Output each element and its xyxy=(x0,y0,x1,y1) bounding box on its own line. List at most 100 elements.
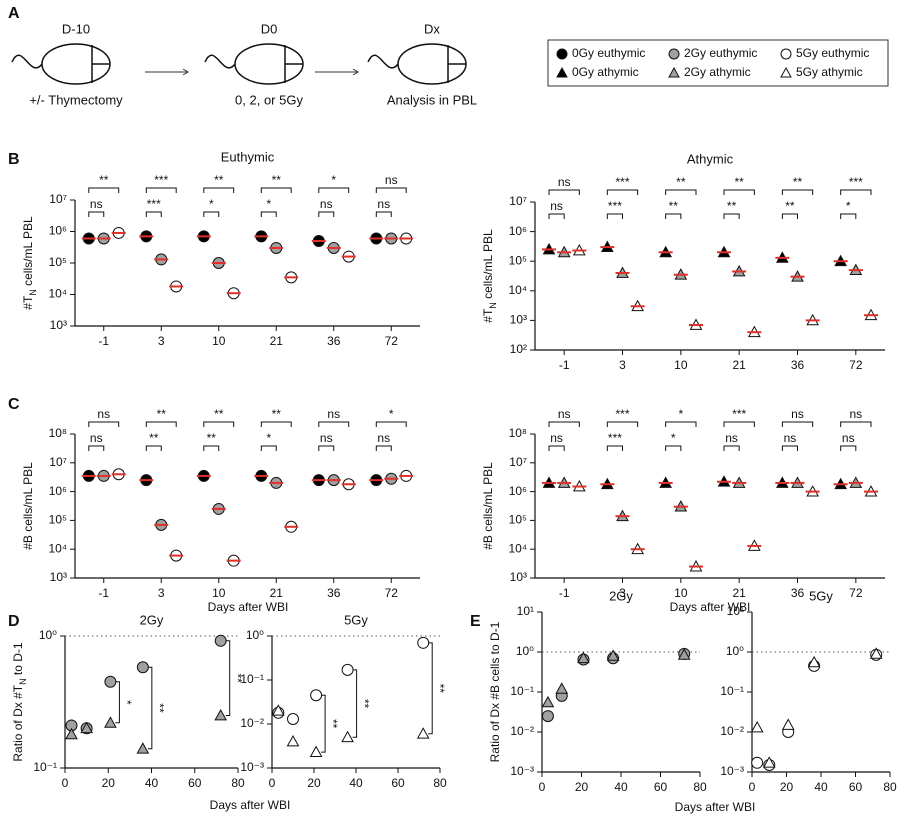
mouse xyxy=(367,43,467,85)
significance-label: * xyxy=(331,173,336,187)
x-tick-label: 36 xyxy=(791,586,805,600)
significance-label: ns xyxy=(320,197,333,211)
panel-label: D xyxy=(8,613,20,630)
x-tick-label: 20 xyxy=(780,780,794,794)
y-tick-label: 10⁻² xyxy=(510,724,534,738)
x-tick-label: 0 xyxy=(539,780,546,794)
x-tick-label: 80 xyxy=(433,776,447,790)
legend-label: 2Gy athymic xyxy=(684,65,751,79)
significance-label: * xyxy=(846,199,851,213)
significance-bracket xyxy=(548,189,580,195)
y-axis-label: #B cells/mL PBL xyxy=(21,462,35,550)
significance-bracket xyxy=(840,445,857,451)
significance-label: ** xyxy=(214,407,224,421)
panel-label: A xyxy=(8,5,20,22)
marker xyxy=(214,634,227,647)
significance-label: ns xyxy=(784,431,797,445)
panel-label: C xyxy=(8,396,20,413)
significance-bracket xyxy=(225,640,231,716)
significance-bracket xyxy=(781,445,798,451)
significance-bracket xyxy=(318,187,350,193)
significance-bracket xyxy=(665,189,697,195)
x-tick-label: 21 xyxy=(732,358,746,372)
significance-label: ** xyxy=(272,173,282,187)
significance-bracket xyxy=(606,213,623,219)
x-axis-label: Days after WBI xyxy=(675,800,756,814)
mouse xyxy=(204,43,304,85)
y-tick-label: 10⁴ xyxy=(508,283,527,297)
y-axis-label-part: Ratio of Dx #T xyxy=(11,684,25,761)
arrow xyxy=(145,68,359,76)
x-tick-label: 36 xyxy=(327,334,341,348)
significance-label: ** xyxy=(214,173,224,187)
significance-label: ns xyxy=(90,431,103,445)
legend-marker xyxy=(668,48,680,60)
significance-bracket xyxy=(260,187,292,193)
marker xyxy=(104,716,117,728)
significance-label: ns xyxy=(558,175,571,189)
x-tick-label: 36 xyxy=(791,358,805,372)
marker xyxy=(341,730,354,743)
significance-bracket xyxy=(115,681,120,724)
significance-bracket xyxy=(840,213,857,219)
x-tick-label: 20 xyxy=(102,776,116,790)
x-axis-label: Days after WBI xyxy=(670,600,751,614)
y-tick-label: 10⁻² xyxy=(240,716,264,730)
x-tick-label: -1 xyxy=(98,334,109,348)
significance-label: ** xyxy=(669,199,679,213)
axis xyxy=(534,202,885,351)
significance-bracket xyxy=(318,211,335,217)
significance-bracket xyxy=(781,189,814,195)
significance-label: ** xyxy=(433,684,447,694)
significance-bracket xyxy=(88,211,105,217)
y-tick-label: 10⁰ xyxy=(726,644,744,658)
legend-marker xyxy=(556,48,568,60)
significance-label: ns xyxy=(725,431,738,445)
significance-label: ns xyxy=(550,199,563,213)
axis xyxy=(74,434,420,579)
significance-label: ns xyxy=(320,431,333,445)
x-tick-label: 10 xyxy=(674,358,688,372)
significance-label: * xyxy=(389,407,394,421)
significance-label: *** xyxy=(154,173,168,187)
diagram: D-10 +/- Thymectomy D0 0, 2, or 5Gy Dx A… xyxy=(11,21,477,107)
significance-bracket xyxy=(318,421,350,427)
significance-bracket xyxy=(147,666,153,750)
x-tick-label: 3 xyxy=(619,358,626,372)
y-axis-label: Ratio of Dx #TN to D-1 xyxy=(11,642,28,762)
significance-label: *** xyxy=(732,407,746,421)
significance-bracket xyxy=(145,211,162,217)
y-axis-label-part: cells/mL PBL xyxy=(481,229,495,302)
legend-label: 0Gy athymic xyxy=(572,65,639,79)
significance-bracket xyxy=(723,213,740,219)
y-tick-label: 10⁷ xyxy=(49,192,67,206)
significance-bracket xyxy=(375,211,392,217)
significance-label: ** xyxy=(99,173,109,187)
marker xyxy=(310,689,323,702)
significance-bracket xyxy=(145,421,177,427)
y-tick-label: 10⁰ xyxy=(516,644,534,658)
marker xyxy=(606,649,620,661)
significance-bracket xyxy=(260,211,277,217)
y-axis-label: #TN cells/mL PBL xyxy=(481,229,498,323)
x-axis-label: Days after WBI xyxy=(208,600,289,614)
marker xyxy=(577,651,590,664)
significance-label: ** xyxy=(727,199,737,213)
legend-label: 5Gy athymic xyxy=(796,65,863,79)
x-tick-label: 72 xyxy=(849,358,863,372)
chart-title: Athymic xyxy=(687,151,734,166)
significance-bracket xyxy=(781,421,814,427)
x-tick-label: 72 xyxy=(385,334,399,348)
significance-bracket xyxy=(203,211,220,217)
stage-label: D-10 xyxy=(62,21,90,36)
y-tick-label: 10⁻³ xyxy=(240,760,264,774)
significance-label: ** xyxy=(157,407,167,421)
x-tick-label: 21 xyxy=(270,334,284,348)
significance-label: * xyxy=(120,700,134,705)
y-tick-label: 10⁶ xyxy=(509,484,527,498)
significance-label: ** xyxy=(785,199,795,213)
significance-label: *** xyxy=(147,197,161,211)
significance-bracket xyxy=(145,445,162,451)
y-tick-label: 10⁶ xyxy=(509,224,527,238)
